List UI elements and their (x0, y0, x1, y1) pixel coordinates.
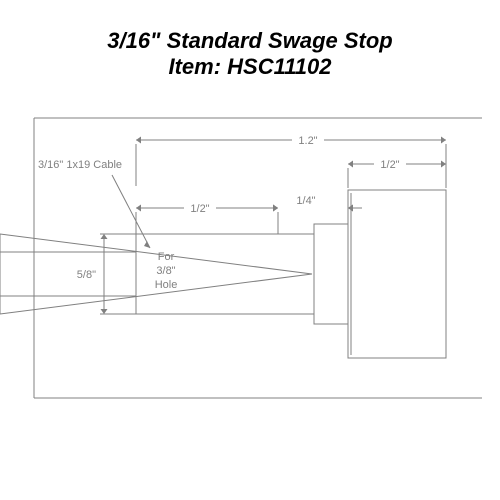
svg-text:1/2": 1/2" (380, 159, 399, 171)
svg-text:5/8": 5/8" (77, 269, 96, 281)
technical-drawing: 1.2" 1/2" 1/2" 1/4" 5/8" 3/16" 1x19 Cable For 3… (0, 0, 500, 500)
svg-text:Hole: Hole (155, 279, 178, 291)
svg-text:3/8": 3/8" (156, 265, 175, 277)
svg-text:For: For (158, 251, 175, 263)
svg-text:3/16" 1x19 Cable: 3/16" 1x19 Cable (38, 159, 122, 171)
svg-text:1/2": 1/2" (190, 203, 209, 215)
svg-text:1.2": 1.2" (298, 135, 317, 147)
svg-text:1/4": 1/4" (296, 195, 315, 207)
